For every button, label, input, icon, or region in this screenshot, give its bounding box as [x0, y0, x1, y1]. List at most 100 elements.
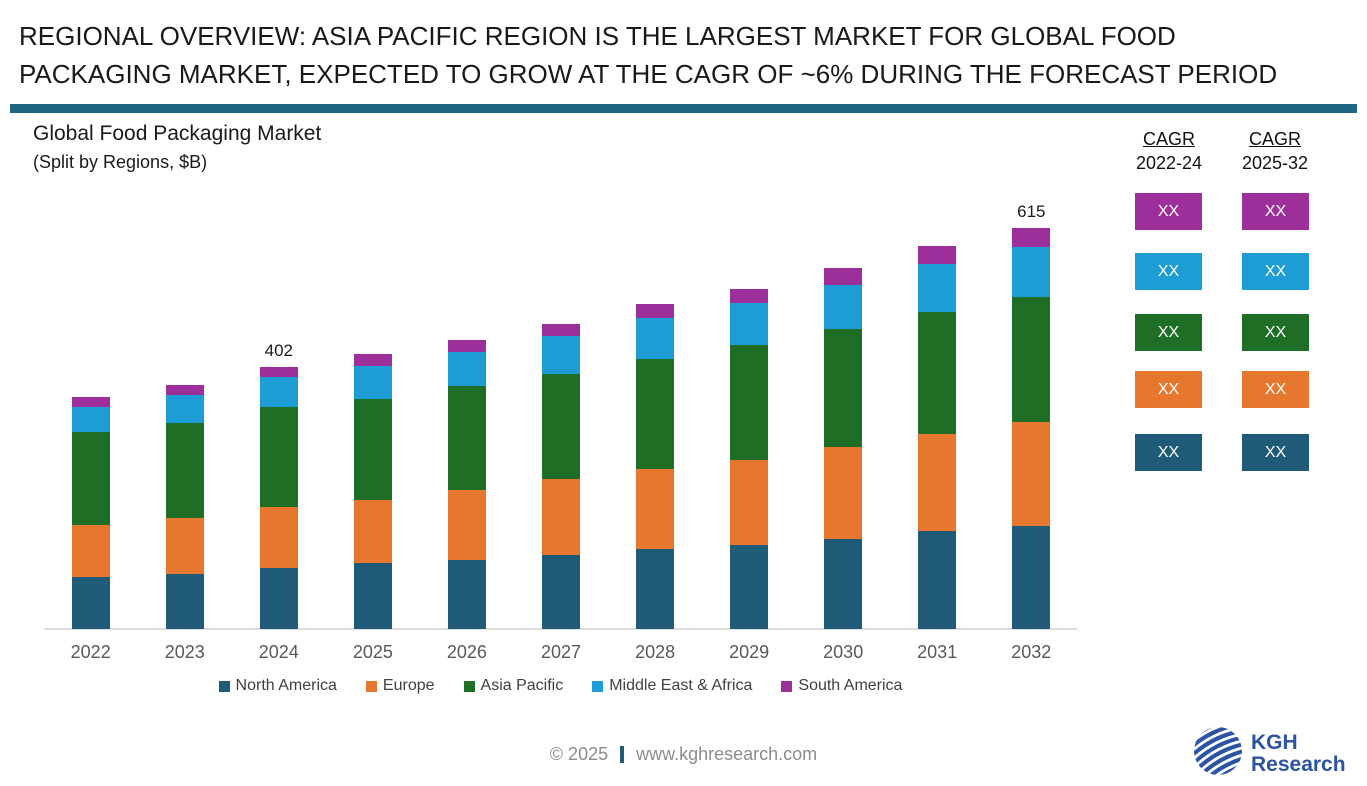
year-label-2024: 2024 [258, 642, 299, 662]
year-label-2027: 2027 [540, 642, 582, 662]
footer: © 2025 www.kghresearch.com [0, 744, 1367, 765]
legend-item-south-america: South America [781, 677, 902, 695]
bar-segment-middle-east-africa-2031 [918, 264, 957, 312]
bar-segment-middle-east-africa-2030 [824, 285, 863, 329]
footer-website-link[interactable]: www.kghresearch.com [636, 744, 818, 764]
bar-segment-middle-east-africa-2032 [1012, 247, 1051, 297]
cagr-header-range: 2022-24 [1135, 153, 1203, 173]
legend-item-asia-pacific: Asia Pacific [463, 677, 564, 695]
bar-total-label-2024: 402 [264, 341, 293, 360]
bar-segment-asia-pacific-2025 [353, 399, 392, 500]
year-label-2031: 2031 [917, 642, 958, 662]
cagr-header-label: CAGR [1142, 129, 1195, 149]
bar-segment-north-america-2025 [353, 563, 392, 629]
bar-segment-europe-2025 [353, 500, 392, 563]
bar-segment-europe-2029 [730, 460, 769, 545]
chart-legend: North America Europe Asia Pacific Middle Ea… [44, 677, 1077, 695]
legend-item-north-america: North America [218, 677, 337, 695]
legend-swatch-icon [365, 680, 377, 692]
bar-segment-north-america-2023 [165, 574, 204, 629]
bar-segment-north-america-2031 [918, 531, 957, 629]
year-label-2026: 2026 [446, 642, 487, 662]
legend-swatch-icon [463, 680, 475, 692]
bar-segment-north-america-2032 [1012, 526, 1051, 629]
kgh-logo: KGH Research [1185, 720, 1346, 784]
bar-segment-europe-2028 [636, 469, 675, 549]
footer-copyright: © 2025 [549, 744, 609, 764]
bar-segment-europe-2026 [447, 490, 486, 560]
legend-swatch-icon [592, 680, 604, 692]
bar-segment-south-america-2030 [824, 268, 863, 285]
cagr-cell-asia-pacific-col2: XX [1242, 314, 1309, 351]
slide-title-line-1: REGIONAL OVERVIEW: ASIA PACIFIC REGION I… [19, 21, 1176, 51]
bar-segment-south-america-2032 [1012, 228, 1051, 247]
legend-label: South America [798, 677, 903, 694]
bar-segment-asia-pacific-2022 [71, 432, 110, 525]
bar-segment-north-america-2027 [542, 555, 580, 629]
bar-segment-europe-2022 [71, 525, 110, 577]
cagr-header-label: CAGR [1248, 129, 1301, 149]
legend-swatch-icon [781, 680, 793, 692]
cagr-cell-north-america-col1: XX [1135, 434, 1202, 471]
bar-segment-middle-east-africa-2023 [165, 395, 204, 423]
cagr-cell-south-america-col1: XX [1135, 193, 1202, 230]
bar-segment-middle-east-africa-2022 [71, 407, 110, 432]
bar-segment-south-america-2022 [71, 397, 110, 407]
bar-segment-asia-pacific-2029 [730, 345, 769, 460]
legend-label: Asia Pacific [480, 677, 564, 694]
bar-segment-north-america-2024 [259, 568, 298, 629]
bar-segment-south-america-2026 [447, 340, 486, 352]
slide-title: REGIONAL OVERVIEW: ASIA PACIFIC REGION I… [19, 17, 1359, 93]
legend-item-middle-east-africa: Middle East & Africa [592, 677, 752, 695]
cagr-header-2022-24: CAGR 2022-24 [1123, 129, 1215, 174]
logo-text: KGH Research [1251, 731, 1346, 776]
year-label-2023: 2023 [164, 642, 205, 662]
bar-segment-south-america-2031 [918, 246, 957, 264]
year-label-2029: 2029 [729, 642, 770, 662]
cagr-cell-europe-col2: XX [1242, 371, 1309, 408]
bar-segment-south-america-2029 [730, 289, 769, 303]
bar-segment-asia-pacific-2032 [1012, 297, 1051, 422]
bar-segment-europe-2023 [165, 518, 204, 574]
legend-swatch-icon [218, 680, 230, 692]
cagr-cell-north-america-col2: XX [1242, 434, 1309, 471]
bar-segment-asia-pacific-2023 [165, 423, 204, 518]
bar-segment-south-america-2028 [636, 304, 675, 318]
bar-segment-asia-pacific-2028 [636, 359, 675, 469]
bar-segment-asia-pacific-2030 [824, 329, 863, 447]
cagr-cell-middle-east-africa-col2: XX [1242, 253, 1309, 290]
bar-segment-asia-pacific-2026 [447, 386, 486, 490]
year-label-2028: 2028 [635, 642, 676, 662]
bar-segment-middle-east-africa-2027 [542, 336, 580, 374]
bar-segment-south-america-2027 [542, 324, 580, 336]
bar-segment-asia-pacific-2031 [918, 312, 957, 434]
legend-label: North America [235, 677, 337, 694]
bar-total-label-2032: 615 [1017, 202, 1046, 221]
cagr-header-range: 2025-32 [1241, 153, 1309, 173]
year-label-2025: 2025 [352, 642, 393, 662]
chart-subtitle: (Split by Regions, $B) [33, 152, 208, 172]
legend-label: Europe [382, 677, 435, 694]
slide-title-line-2: PACKAGING MARKET, EXPECTED TO GROW AT TH… [19, 59, 1278, 89]
bar-segment-north-america-2026 [447, 560, 486, 629]
bar-segment-middle-east-africa-2028 [636, 318, 675, 359]
bar-segment-europe-2024 [259, 507, 298, 568]
header-divider [10, 104, 1357, 113]
bar-segment-middle-east-africa-2029 [730, 303, 769, 345]
bar-segment-europe-2031 [918, 434, 957, 531]
legend-item-europe: Europe [365, 677, 435, 695]
footer-divider [620, 746, 625, 763]
year-label-2022: 2022 [70, 642, 111, 662]
legend-label: Middle East & Africa [609, 677, 753, 694]
chart-title: Global Food Packaging Market [33, 122, 322, 145]
bar-segment-south-america-2023 [165, 385, 204, 395]
bar-segment-europe-2030 [824, 447, 863, 539]
cagr-cell-europe-col1: XX [1135, 371, 1202, 408]
bar-segment-north-america-2030 [824, 539, 863, 629]
bar-segment-north-america-2029 [730, 545, 769, 629]
x-axis-line [44, 628, 1077, 630]
bar-segment-europe-2032 [1012, 422, 1051, 526]
bar-segment-middle-east-africa-2026 [447, 352, 486, 386]
bar-segment-south-america-2024 [259, 367, 298, 377]
cagr-cell-asia-pacific-col1: XX [1135, 314, 1202, 351]
